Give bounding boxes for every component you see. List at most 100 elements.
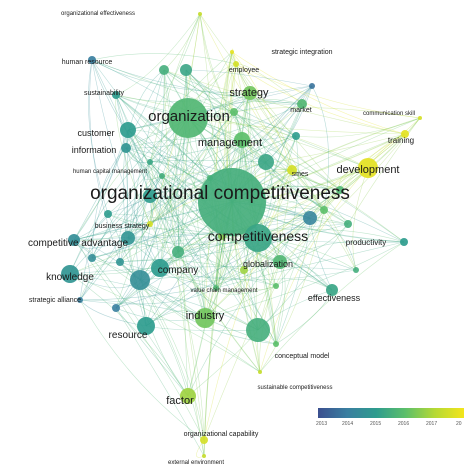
link-edge — [187, 117, 341, 191]
node-information[interactable] — [121, 143, 131, 153]
node-sustainability[interactable] — [112, 91, 120, 99]
link-edge — [127, 85, 313, 239]
node-human-resource[interactable] — [88, 56, 96, 64]
node-customer[interactable] — [120, 122, 136, 138]
link-edge — [199, 13, 267, 163]
link-edge — [279, 117, 421, 263]
link-edge — [257, 223, 349, 331]
node-strategic-integration[interactable] — [230, 50, 234, 54]
link-edge — [127, 129, 211, 179]
link-edge — [249, 92, 293, 171]
link-edge — [91, 59, 161, 269]
link-edge — [107, 85, 313, 215]
node-business-strategy[interactable] — [147, 221, 153, 227]
link-edge — [69, 175, 163, 275]
node-conceptual-model[interactable] — [273, 341, 279, 347]
link-edge — [79, 129, 129, 301]
link-edge — [91, 59, 303, 105]
node-management[interactable] — [234, 132, 250, 148]
node-bubble — [309, 83, 315, 89]
link-edge — [127, 217, 311, 239]
node-bubble — [320, 206, 328, 214]
link-edge — [215, 241, 405, 289]
link-edge — [257, 117, 421, 239]
label-effectiveness: effectiveness — [308, 293, 361, 303]
node-employee[interactable] — [233, 61, 239, 67]
label-management: management — [198, 137, 262, 149]
link-edge — [127, 235, 223, 248]
link-edge — [115, 307, 205, 457]
node-productivity[interactable] — [400, 238, 408, 246]
label-competitive-advantage: competitive advantage — [28, 238, 129, 249]
label-smes: smes — [292, 171, 309, 178]
node-smes[interactable] — [287, 165, 297, 175]
link-edge — [149, 103, 303, 197]
link-edge — [91, 59, 277, 345]
node-training[interactable] — [401, 130, 409, 138]
node-resource[interactable] — [137, 317, 155, 335]
label-external-env: external environment — [168, 460, 224, 466]
node-bubble — [273, 283, 279, 289]
link-edge — [91, 59, 369, 169]
link-edge — [139, 111, 235, 281]
node-bubble — [258, 154, 274, 170]
link-edge — [185, 69, 251, 96]
node-strategy[interactable] — [243, 86, 257, 100]
node-org-effectiveness[interactable] — [198, 12, 202, 16]
link-edge — [139, 51, 233, 281]
link-edge — [115, 175, 163, 309]
label-training: training — [388, 136, 414, 145]
node-sustainable-comp[interactable] — [258, 370, 262, 374]
node-competitiveness[interactable] — [244, 224, 272, 252]
link-edge — [163, 69, 303, 105]
link-edge — [241, 139, 341, 191]
node-strategic-alliance[interactable] — [77, 297, 83, 303]
node-knowledge[interactable] — [61, 265, 79, 283]
link-edge — [311, 85, 329, 211]
link-edge — [73, 177, 211, 241]
link-edge — [163, 69, 205, 457]
link-edge — [127, 237, 217, 289]
node-organization[interactable] — [168, 98, 208, 138]
link-edge — [233, 85, 313, 113]
link-edge — [125, 103, 303, 149]
link-edge — [243, 85, 313, 271]
link-edge — [215, 269, 246, 294]
node-org-comp[interactable] — [198, 168, 266, 236]
node-communication-skill[interactable] — [418, 116, 422, 120]
label-strategy: strategy — [229, 87, 269, 99]
node-effectiveness[interactable] — [326, 284, 338, 296]
node-vcm[interactable] — [213, 285, 219, 291]
link-edge — [257, 167, 369, 331]
node-org-capability[interactable] — [200, 436, 208, 444]
link-edge — [231, 51, 293, 171]
link-edge — [149, 135, 297, 163]
node-competitive-advantage[interactable] — [68, 234, 80, 246]
node-development[interactable] — [358, 158, 378, 178]
node-market[interactable] — [297, 99, 307, 109]
node-bubble — [159, 65, 169, 75]
link-edge — [163, 69, 341, 191]
node-hcm[interactable] — [159, 173, 165, 179]
link-edge — [115, 92, 251, 102]
node-globalization[interactable] — [273, 255, 287, 269]
link-edge — [159, 267, 357, 281]
link-edge — [163, 69, 235, 113]
link-edge — [89, 59, 121, 263]
link-edge — [127, 237, 259, 331]
node-external-env[interactable] — [202, 454, 206, 458]
link-edge — [143, 161, 163, 180]
link-edge — [142, 175, 163, 225]
node-company[interactable] — [151, 259, 169, 277]
node-factor[interactable] — [180, 388, 196, 404]
link-edge — [115, 94, 128, 263]
link-edge — [196, 439, 205, 458]
link-edge — [139, 279, 205, 441]
link-edge — [115, 94, 369, 169]
link-edge — [115, 94, 217, 289]
link-edge — [69, 273, 261, 373]
scale-tick: 2017 — [426, 421, 438, 427]
link-edge — [91, 59, 217, 289]
scale-tick: 2014 — [342, 421, 354, 427]
node-industry[interactable] — [195, 308, 215, 328]
